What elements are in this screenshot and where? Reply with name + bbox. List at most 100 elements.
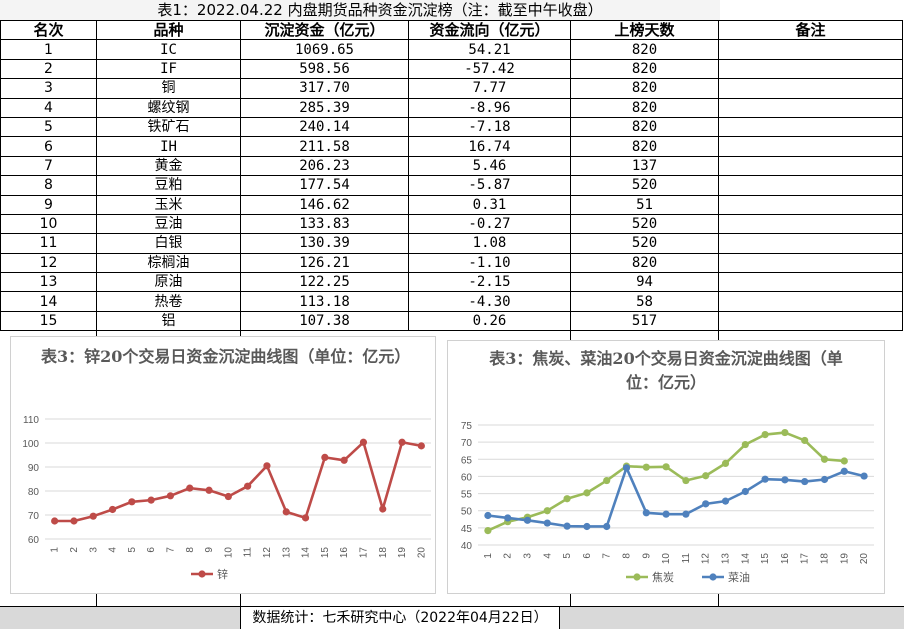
x-tick-label: 6 — [582, 553, 593, 559]
y-tick-label: 55 — [461, 490, 473, 501]
flow-cell: 0.26 — [408, 310, 571, 332]
data-point — [682, 510, 690, 518]
x-tick-label: 4 — [108, 547, 119, 553]
rank-cell: 2 — [0, 58, 97, 80]
x-tick-label: 15 — [320, 547, 331, 559]
flow-cell: 5.46 — [408, 155, 571, 177]
capital-cell: 285.39 — [240, 97, 409, 118]
rank-cell: 15 — [0, 310, 97, 332]
y-tick-label: 65 — [461, 455, 473, 466]
variety-cell: 棕榈油 — [96, 252, 241, 274]
table-row: 4 螺纹钢 285.39 -8.96 820 — [0, 97, 903, 118]
rank-cell: 12 — [0, 252, 97, 274]
table-row: 12 棕榈油 126.21 -1.10 820 — [0, 252, 903, 274]
days-cell: 820 — [570, 39, 719, 60]
rank-cell: 9 — [0, 194, 97, 215]
x-tick-label: 13 — [281, 547, 292, 559]
flow-cell: 0.31 — [408, 194, 571, 215]
header-rank: 名次 — [0, 19, 97, 41]
flow-cell: 16.74 — [408, 136, 571, 157]
days-cell: 820 — [570, 97, 719, 118]
data-point — [781, 476, 789, 484]
data-point — [820, 475, 829, 484]
x-tick-label: 5 — [562, 553, 573, 559]
table-row: 14 热卷 113.18 -4.30 58 — [0, 291, 903, 312]
y-tick-label: 50 — [461, 507, 473, 518]
x-tick-label: 18 — [378, 547, 389, 559]
x-tick-label: 4 — [542, 553, 553, 559]
capital-cell: 107.38 — [240, 310, 409, 332]
data-point — [166, 492, 175, 500]
data-point — [484, 511, 492, 520]
header-remark: 备注 — [718, 19, 903, 41]
x-tick-label: 2 — [503, 553, 514, 559]
legend-label: 锌 — [217, 567, 228, 581]
flow-cell: -0.27 — [408, 213, 571, 235]
days-cell: 94 — [570, 272, 719, 293]
variety-cell: 铝 — [96, 310, 241, 332]
legend-label: 菜油 — [728, 570, 750, 584]
capital-cell: 240.14 — [240, 116, 409, 138]
variety-cell: 豆粕 — [96, 175, 241, 196]
days-cell: 520 — [570, 233, 719, 254]
data-point — [801, 477, 809, 486]
data-point — [603, 476, 611, 485]
x-tick-label: 8 — [622, 553, 633, 559]
footer-source: 数据统计：七禾研究中心（2022年04月22日） — [240, 607, 560, 629]
x-tick-label: 18 — [820, 553, 831, 565]
table-row: 9 玉米 146.62 0.31 51 — [0, 194, 903, 215]
flow-cell: -2.15 — [408, 272, 571, 293]
x-tick-label: 3 — [523, 553, 534, 559]
data-point — [108, 505, 117, 514]
zinc-chart-title: 表3：锌20个交易日资金沉淀曲线图（单位：亿元） — [41, 347, 411, 366]
legend-marker — [198, 570, 206, 578]
x-tick-label: 10 — [223, 547, 234, 559]
x-tick-label: 19 — [839, 553, 850, 565]
days-cell: 51 — [570, 194, 719, 215]
remark-cell — [718, 291, 903, 312]
data-point — [741, 487, 749, 496]
data-point — [741, 440, 749, 449]
flow-cell: 7.77 — [408, 78, 571, 99]
header-flow: 资金流向（亿元） — [408, 19, 571, 41]
data-point — [321, 453, 329, 461]
x-tick-label: 11 — [243, 547, 254, 558]
rank-cell: 8 — [0, 175, 97, 196]
data-point — [543, 507, 551, 515]
days-cell: 517 — [570, 310, 719, 332]
remark-cell — [718, 233, 903, 254]
days-cell: 520 — [570, 213, 719, 235]
days-cell: 820 — [570, 252, 719, 274]
y-tick-label: 90 — [28, 463, 40, 474]
remark-cell — [718, 272, 903, 293]
data-point — [340, 456, 348, 464]
rank-cell: 10 — [0, 213, 97, 235]
legend-marker — [709, 573, 717, 581]
x-tick-label: 16 — [780, 553, 791, 565]
variety-cell: 豆油 — [96, 213, 241, 235]
remark-cell — [718, 97, 903, 118]
data-point — [761, 475, 769, 483]
x-tick-label: 8 — [185, 547, 196, 553]
variety-cell: IC — [96, 39, 241, 60]
rank-cell: 5 — [0, 116, 97, 138]
flow-cell: -8.96 — [408, 97, 571, 118]
data-point — [186, 484, 194, 492]
table-row: 10 豆油 133.83 -0.27 520 — [0, 213, 903, 235]
data-point — [244, 482, 252, 490]
data-point — [301, 514, 310, 522]
x-tick-label: 7 — [602, 553, 613, 559]
data-point — [603, 522, 611, 531]
x-tick-label: 5 — [127, 547, 138, 553]
coke-rapeseed-chart-title: 表3：焦炭、菜油20个交易日资金沉淀曲线图（单位：亿元） — [489, 349, 843, 392]
data-point — [504, 514, 512, 522]
data-point — [642, 509, 650, 517]
table-row: 7 黄金 206.23 5.46 137 — [0, 155, 903, 177]
data-point — [282, 508, 290, 516]
zinc-chart: 表3：锌20个交易日资金沉淀曲线图（单位：亿元） 60 70 80 90 100 110 1… — [10, 336, 436, 594]
table-row: 1 IC 1069.65 54.21 820 — [0, 39, 903, 60]
remark-cell — [718, 252, 903, 274]
data-point — [781, 428, 789, 437]
data-point — [662, 510, 670, 518]
